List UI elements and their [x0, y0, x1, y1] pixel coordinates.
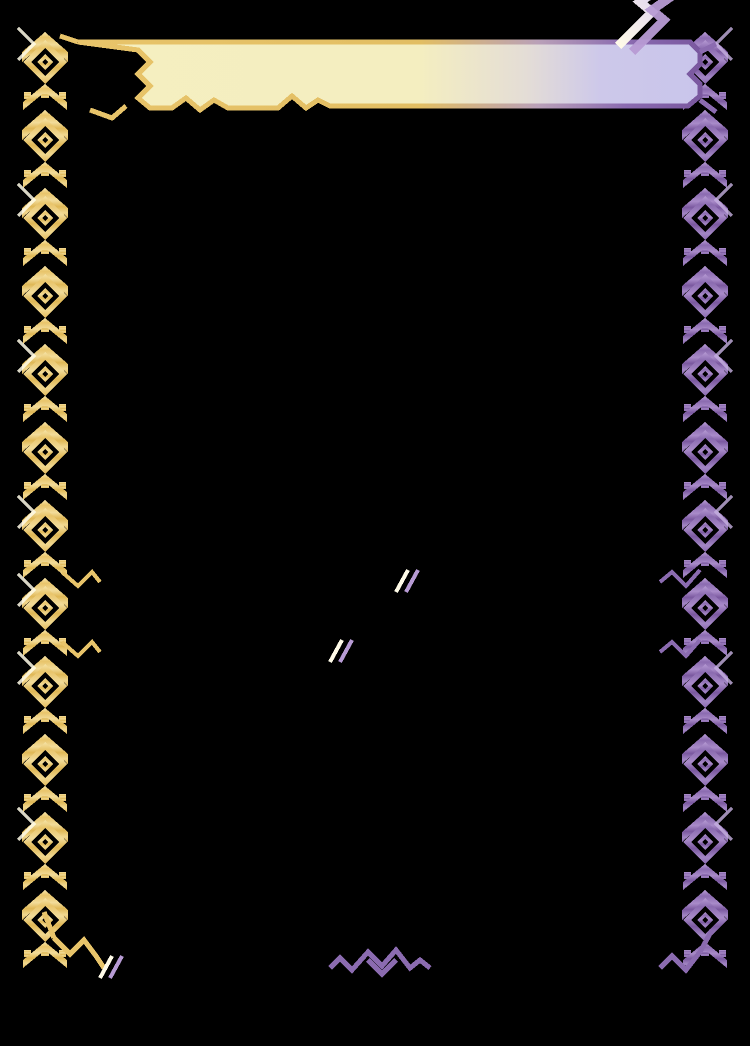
- corner-join-bottom-right: [697, 928, 715, 954]
- bottom-center-motif: [328, 946, 432, 978]
- lightning-accent-shadow: [628, 0, 675, 56]
- gold-column-highlight: [16, 26, 37, 842]
- divider-upper: [60, 568, 702, 593]
- break-mark-bottom: [98, 955, 124, 979]
- divider-lower: [60, 638, 702, 663]
- title-banner: [77, 39, 703, 114]
- violet-column-highlight: [713, 26, 734, 842]
- break-mark-upper: [394, 569, 420, 593]
- corner-join-bottom-left: [41, 911, 57, 939]
- corner-join-top-right: [698, 41, 718, 114]
- lightning-accent: [614, 0, 659, 50]
- break-mark-lower: [328, 639, 354, 663]
- corner-join-top-left: [59, 33, 128, 121]
- divider-bottom: [52, 936, 702, 979]
